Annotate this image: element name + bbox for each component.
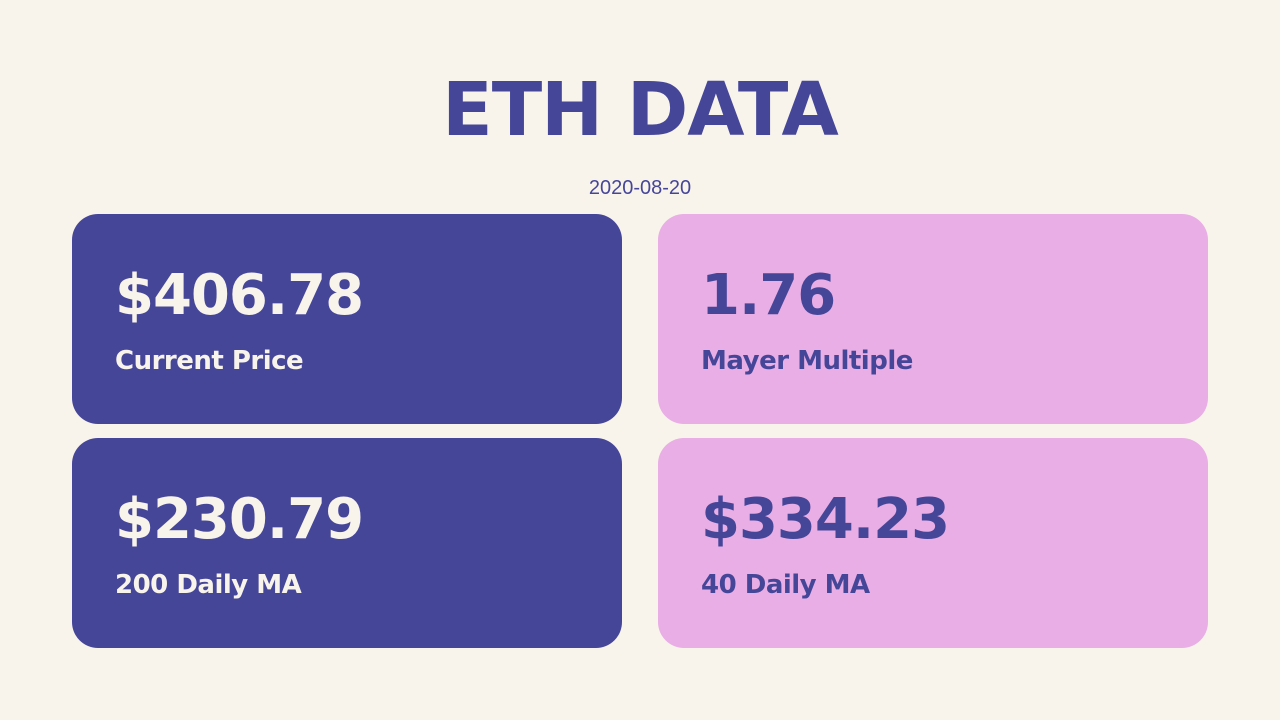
current-price-card: $406.78 Current Price (72, 214, 622, 424)
mayer-multiple-card: 1.76 Mayer Multiple (658, 214, 1208, 424)
40-daily-ma-value: $334.23 (701, 487, 950, 552)
mayer-multiple-value: 1.76 (701, 263, 836, 328)
200-daily-ma-value: $230.79 (115, 487, 364, 552)
40-daily-ma-label: 40 Daily MA (701, 570, 870, 600)
date-label: 2020-08-20 (588, 177, 692, 199)
page-title: ETH DATA (442, 67, 839, 153)
mayer-multiple-label: Mayer Multiple (701, 346, 913, 376)
40-daily-ma-card: $334.23 40 Daily MA (658, 438, 1208, 648)
200-daily-ma-label: 200 Daily MA (115, 570, 302, 600)
current-price-value: $406.78 (115, 263, 364, 328)
200-daily-ma-card: $230.79 200 Daily MA (72, 438, 622, 648)
current-price-label: Current Price (115, 346, 304, 376)
